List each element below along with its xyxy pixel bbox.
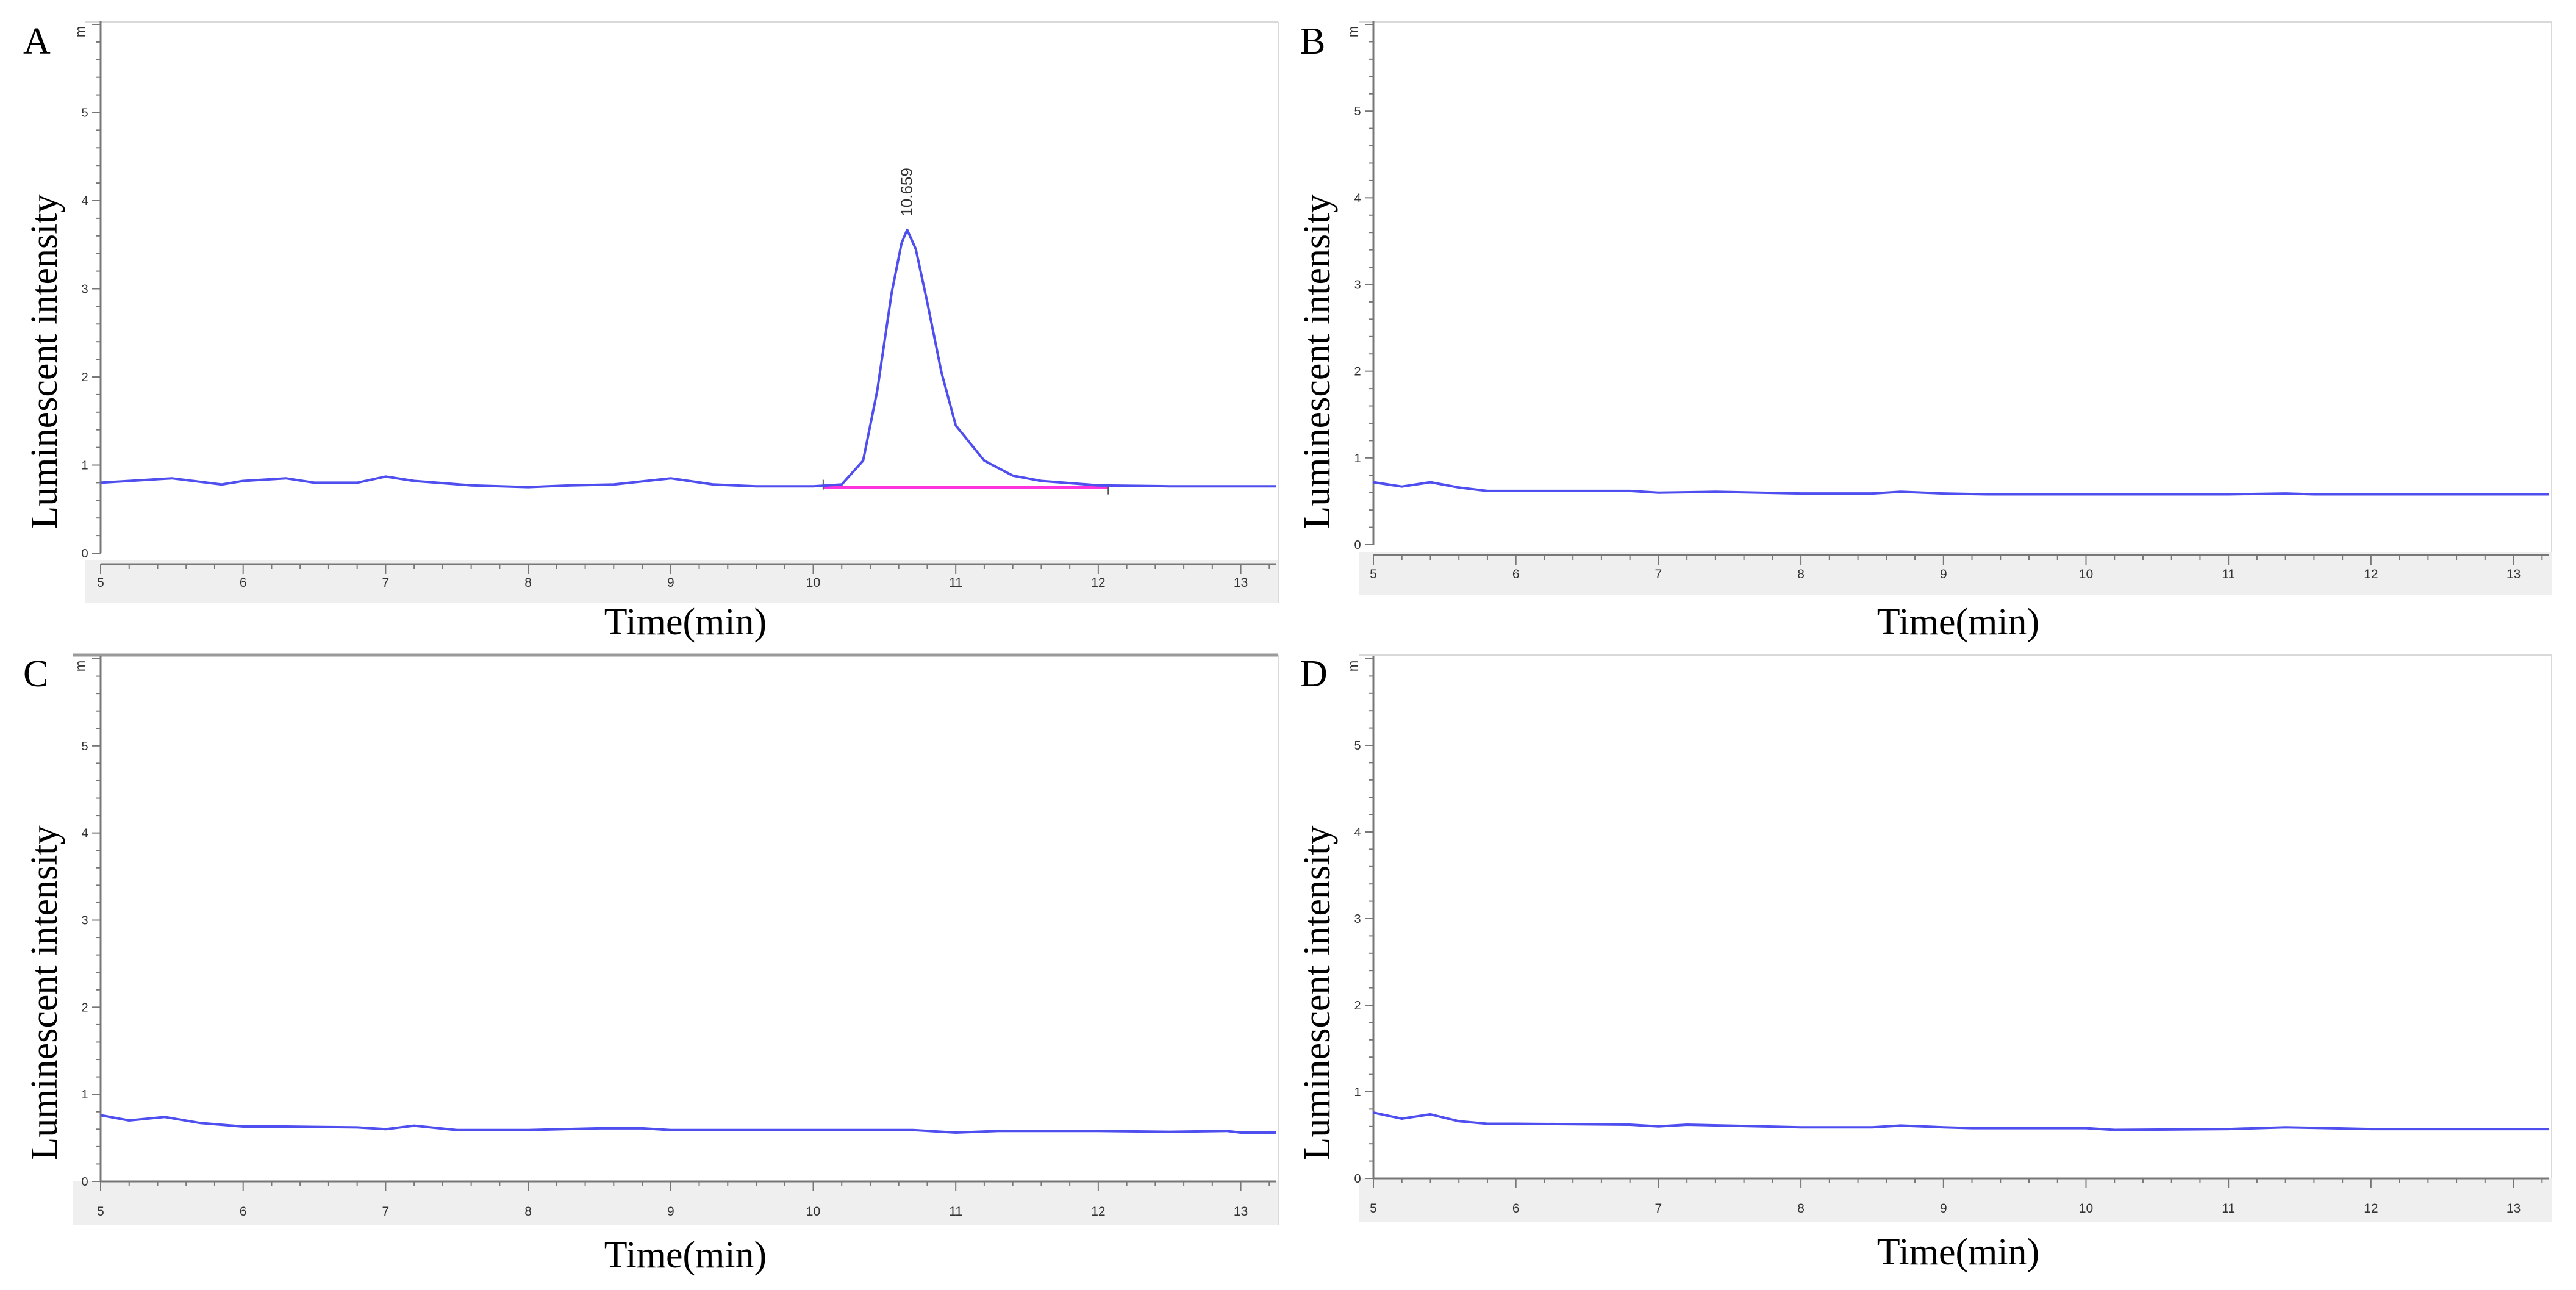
x-tick-label: 10 (2079, 567, 2093, 581)
y-tick-label: 0 (81, 1175, 88, 1189)
y-tick-label: 5 (81, 107, 88, 120)
x-tick-label: 7 (382, 1205, 390, 1219)
y-tick-label: 5 (81, 740, 88, 753)
y-axis-title: Luminescent intensity (24, 825, 65, 1160)
y-tick-label: 3 (1354, 912, 1361, 926)
y-tick-label: 2 (81, 371, 88, 384)
x-tick-label: 5 (97, 1205, 104, 1219)
y-unit-label: m (1345, 661, 1361, 672)
y-tick-label: 5 (1354, 739, 1361, 753)
y-tick-label: 1 (81, 1088, 88, 1102)
y-unit-label: m (73, 26, 88, 37)
y-tick-label: 2 (1354, 999, 1361, 1012)
y-axis-title: Luminescent intensity (1297, 825, 1338, 1160)
x-tick-label: 8 (1797, 567, 1805, 581)
y-tick-label: 0 (81, 547, 88, 561)
y-tick-label: 4 (1354, 192, 1361, 205)
y-tick-label: 1 (81, 459, 88, 473)
x-tick-label: 13 (2506, 567, 2521, 581)
trace-line (100, 1114, 1276, 1134)
x-tick-label: 6 (1512, 1202, 1520, 1216)
panel-letter: B (1300, 21, 1325, 62)
y-tick-label: 3 (1354, 279, 1361, 292)
peak-label: 10.659 (897, 168, 915, 217)
x-tick-label: 12 (1091, 1205, 1105, 1219)
x-tick-label: 8 (524, 576, 532, 590)
x-tick-label: 7 (1655, 567, 1662, 581)
x-tick-label: 7 (382, 576, 390, 590)
x-tick-label: 8 (524, 1205, 532, 1219)
x-tick-label: 5 (1370, 1202, 1377, 1216)
x-axis-strip (73, 1181, 1278, 1225)
y-tick-label: 3 (81, 283, 88, 296)
x-tick-label: 11 (949, 576, 962, 590)
y-tick-label: 5 (1354, 105, 1361, 118)
x-tick-label: 6 (1512, 567, 1520, 581)
panel-letter: D (1300, 653, 1328, 695)
x-tick-label: 13 (1234, 576, 1248, 590)
x-tick-label: 10 (806, 576, 820, 590)
x-tick-label: 12 (2364, 1202, 2378, 1216)
x-tick-label: 9 (1940, 567, 1947, 581)
x-tick-label: 12 (1091, 576, 1105, 590)
y-tick-label: 0 (1354, 539, 1361, 552)
x-tick-label: 9 (667, 576, 674, 590)
x-axis-title: Time(min) (604, 601, 767, 643)
trace-line (1373, 1111, 2549, 1131)
x-tick-label: 6 (240, 576, 247, 590)
y-tick-label: 2 (81, 1001, 88, 1014)
x-tick-label: 11 (2222, 1202, 2235, 1216)
x-tick-label: 13 (2506, 1202, 2521, 1216)
panel-letter: A (23, 21, 51, 62)
x-tick-label: 9 (1940, 1202, 1947, 1216)
x-axis-title: Time(min) (604, 1234, 767, 1276)
y-tick-label: 1 (1354, 1086, 1361, 1099)
y-tick-label: 3 (81, 914, 88, 928)
x-axis-strip (1359, 552, 2552, 595)
x-axis-strip (1359, 1178, 2552, 1222)
x-tick-label: 11 (2222, 567, 2235, 581)
y-axis-title: Luminescent intensity (24, 194, 65, 529)
y-tick-label: 2 (1354, 365, 1361, 379)
y-unit-label: m (73, 661, 88, 672)
y-tick-label: 4 (1354, 826, 1361, 839)
x-tick-label: 7 (1655, 1202, 1662, 1216)
x-tick-label: 10 (806, 1205, 820, 1219)
y-tick-label: 4 (81, 827, 88, 840)
x-tick-label: 8 (1797, 1202, 1805, 1216)
y-tick-label: 0 (1354, 1172, 1361, 1186)
x-axis-title: Time(min) (1877, 1231, 2039, 1273)
x-tick-label: 5 (1370, 567, 1377, 581)
panel-letter: C (23, 653, 48, 695)
x-axis-title: Time(min) (1877, 601, 2039, 643)
x-tick-label: 6 (240, 1205, 247, 1219)
x-tick-label: 12 (2364, 567, 2378, 581)
x-tick-label: 10 (2079, 1202, 2093, 1216)
x-tick-label: 11 (949, 1205, 962, 1219)
y-unit-label: m (1345, 26, 1361, 37)
x-tick-label: 9 (667, 1205, 674, 1219)
y-tick-label: 1 (1354, 452, 1361, 465)
x-axis-strip (85, 560, 1278, 603)
trace-line (1373, 481, 2549, 496)
x-tick-label: 13 (1234, 1205, 1248, 1219)
y-axis-title: Luminescent intensity (1297, 194, 1338, 529)
trace-line (100, 228, 1276, 489)
x-tick-label: 5 (97, 576, 104, 590)
y-tick-label: 4 (81, 195, 88, 208)
